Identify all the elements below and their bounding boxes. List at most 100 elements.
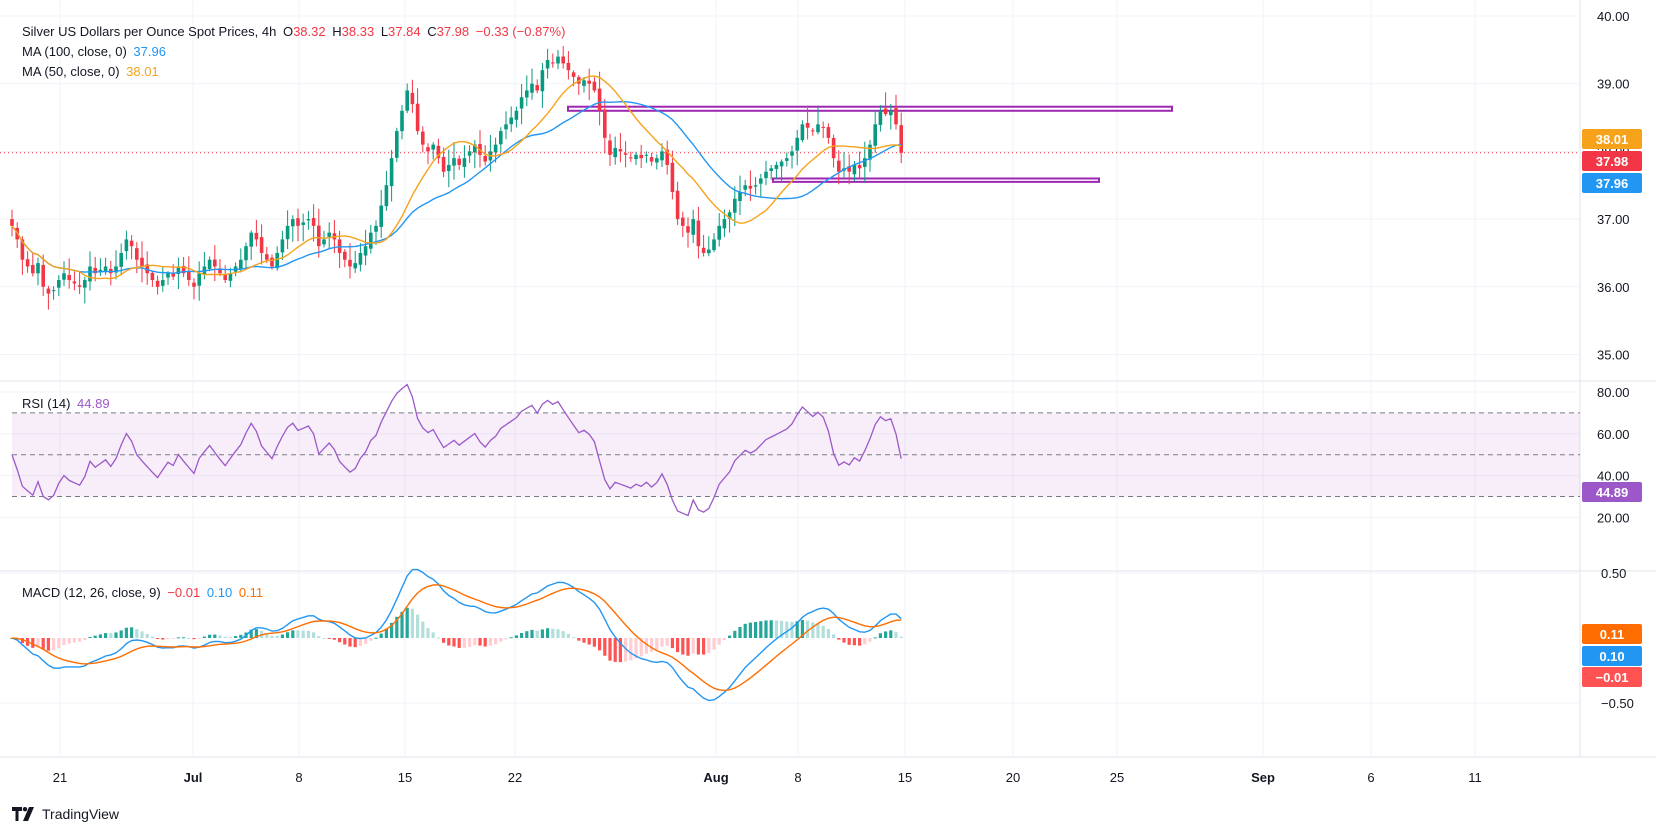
low-label: L <box>380 24 389 39</box>
macd-histogram-bar <box>884 631 888 638</box>
time-tick-label: 11 <box>1468 770 1482 785</box>
macd-histogram-bar <box>691 638 695 654</box>
macd-histogram-bar <box>98 634 102 638</box>
macd-histogram-bar <box>374 637 378 639</box>
macd-histogram-bar <box>93 635 97 638</box>
candle-body <box>566 62 571 71</box>
candle-body <box>348 259 352 267</box>
macd-histogram-bar <box>348 638 352 647</box>
candle-body <box>608 140 612 155</box>
macd-signal-line <box>11 584 902 692</box>
macd-line-tag-bg <box>1582 646 1642 666</box>
rsi-tick-label: 40.00 <box>1597 469 1630 484</box>
macd-histogram-bar <box>119 630 123 638</box>
candle-body <box>431 144 435 150</box>
rsi-value-tag: 44.89 <box>1596 485 1629 500</box>
macd-histogram-bar <box>280 634 284 638</box>
macd-histogram-bar <box>889 630 893 638</box>
macd-histogram-bar <box>826 629 830 638</box>
candle-body <box>670 162 675 193</box>
time-tick-label: 8 <box>295 770 302 785</box>
candle-body <box>306 219 311 221</box>
candle-body <box>140 257 144 267</box>
macd-histogram-bar <box>696 638 700 655</box>
candle-body <box>847 166 851 172</box>
macd-histogram-bar <box>46 638 50 651</box>
macd-histogram-bar <box>426 628 430 638</box>
candle-body <box>748 185 753 189</box>
candle-body <box>587 80 591 84</box>
brand-logo[interactable]: TradingView <box>12 806 119 822</box>
macd-histogram-bar <box>436 637 440 639</box>
macd-histogram-bar <box>249 629 253 638</box>
macd-signal-tag-bg <box>1582 624 1642 644</box>
macd-histogram-bar <box>296 630 300 638</box>
candle-body <box>457 158 461 165</box>
candle-body <box>93 267 97 274</box>
candle-body <box>571 72 576 77</box>
ma50-price-tag: 38.01 <box>1596 132 1629 147</box>
macd-histogram-bar <box>494 638 498 645</box>
candle-body <box>722 219 727 229</box>
candle-body <box>525 90 529 98</box>
candle-body <box>473 144 477 153</box>
candle-body <box>701 247 706 253</box>
macd-histogram-bar <box>265 633 269 638</box>
macd-histogram-bar <box>20 638 24 644</box>
chart-grid <box>0 0 1580 757</box>
macd-histogram-bar <box>130 627 134 638</box>
macd-histogram-bar <box>712 638 716 650</box>
candle-body <box>20 239 25 260</box>
candle-body <box>483 155 487 162</box>
macd-histogram-bar <box>800 620 804 638</box>
ma50-line <box>11 75 902 280</box>
candle-body <box>62 273 66 280</box>
candle-body <box>826 127 831 138</box>
candle-body <box>259 237 264 253</box>
macd-histogram-bar <box>509 637 513 639</box>
macd-histogram-bar <box>530 629 534 638</box>
candle-body <box>821 126 825 128</box>
candle-body <box>88 266 92 282</box>
candle-body <box>519 97 524 109</box>
candle-body <box>46 288 51 294</box>
ma100-label: MA (100, close, 0) <box>22 44 127 59</box>
macd-histogram-bar <box>182 637 186 639</box>
time-tick-label: 15 <box>898 770 912 785</box>
open-label: O <box>282 24 294 39</box>
macd-histogram-bar <box>473 638 477 646</box>
resistance-zone <box>567 105 1173 112</box>
macd-histogram-bar <box>878 633 882 638</box>
candle-body <box>223 274 227 281</box>
macd-legend: MACD (12, 26, close, 9) −0.01 0.10 0.11 <box>22 585 266 600</box>
macd-histogram-bar <box>36 638 40 648</box>
candle-body <box>707 249 711 254</box>
candle-body <box>51 290 56 292</box>
macd-histogram-bar <box>72 638 76 643</box>
candle-body <box>275 252 279 269</box>
candle-body <box>171 272 175 277</box>
candle-body <box>618 149 623 152</box>
macd-histogram-bar <box>416 614 420 638</box>
candle-body <box>395 131 399 158</box>
candle-body <box>353 263 357 269</box>
macd-histogram-bar <box>478 638 482 646</box>
price-tick-label: 40.00 <box>1597 9 1630 24</box>
macd-histogram-bar <box>223 636 227 638</box>
macd-histogram-bar <box>592 638 596 647</box>
macd-histogram-bar <box>629 638 633 661</box>
macd-histogram-bar <box>842 638 846 643</box>
candle-body <box>207 259 212 269</box>
macd-histogram-bar <box>135 629 139 638</box>
macd-histogram-bar <box>644 638 648 654</box>
macd-histogram-bar <box>332 638 336 640</box>
rsi-band-zone <box>12 412 1580 497</box>
moving-averages <box>11 75 902 280</box>
rsi-tick-label: 60.00 <box>1597 427 1630 442</box>
candle-body <box>785 158 789 161</box>
time-tick-label: Jul <box>184 770 203 785</box>
macd-histogram-bar <box>306 630 310 638</box>
ma50-legend: MA (50, close, 0) 38.01 <box>22 64 162 79</box>
low-value: 37.84 <box>388 24 421 39</box>
